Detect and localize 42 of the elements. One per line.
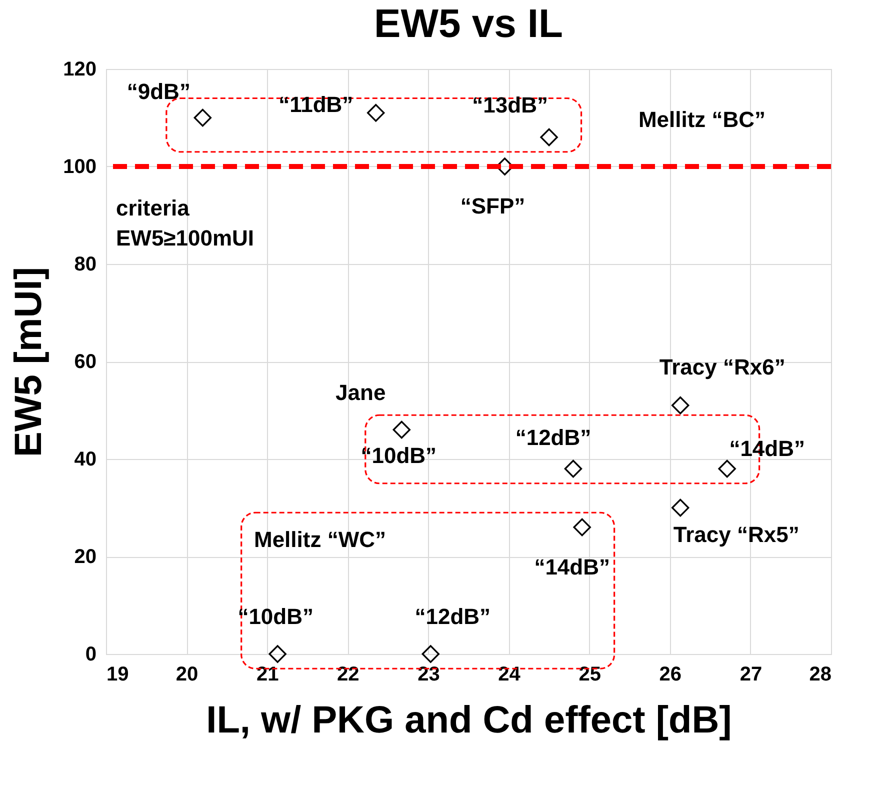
point — [194, 108, 212, 127]
y-tick-label: 40 — [74, 448, 96, 470]
y-tick-label: 60 — [74, 351, 96, 373]
y-tick-label: 0 — [85, 644, 96, 666]
point — [718, 460, 736, 478]
y-tick-label: 80 — [74, 254, 96, 276]
annotation: “10dB” — [360, 442, 437, 468]
annotation: “12dB” — [414, 604, 491, 629]
point — [564, 460, 582, 478]
x-tick-label: 26 — [659, 664, 682, 686]
y-axis-title: EW5 [mUI] — [8, 267, 50, 457]
x-tick-label: 19 — [106, 664, 129, 686]
annotation: “14dB” — [534, 554, 610, 580]
annotation: “11dB” — [278, 92, 354, 117]
y-tick-label: 20 — [74, 546, 96, 568]
x-tick-label: 27 — [740, 664, 762, 686]
annotation: “10dB” — [238, 604, 314, 629]
annotation: “13dB” — [472, 92, 548, 118]
annotation: “SFP” — [460, 194, 526, 218]
x-tick-label: 20 — [176, 664, 198, 686]
ref-line-label: criteria EW5≥100mUI — [116, 196, 254, 250]
annotation: Mellitz “BC” — [638, 107, 766, 132]
point — [540, 128, 558, 146]
point — [573, 518, 591, 536]
point — [672, 396, 690, 414]
annotation: Tracy “Rx5” — [673, 522, 800, 547]
point — [367, 104, 385, 122]
point — [268, 645, 286, 663]
x-axis-title: IL, w/ PKG and Cd effect [dB] — [206, 700, 732, 742]
annotation: Tracy “Rx6” — [659, 354, 786, 380]
annotation: “12dB” — [515, 424, 592, 450]
annotation: “9dB” — [126, 78, 190, 104]
annotation: Jane — [336, 380, 386, 405]
annotation: “14dB” — [729, 436, 805, 461]
x-tick-label: 28 — [809, 664, 832, 686]
point — [672, 498, 690, 517]
y-tick-label: 120 — [63, 58, 96, 80]
point — [392, 420, 410, 439]
point — [422, 645, 440, 663]
annotation: Mellitz “WC” — [254, 527, 386, 552]
y-tick-label: 100 — [63, 156, 96, 178]
chart-title: EW5 vs IL — [374, 2, 563, 46]
